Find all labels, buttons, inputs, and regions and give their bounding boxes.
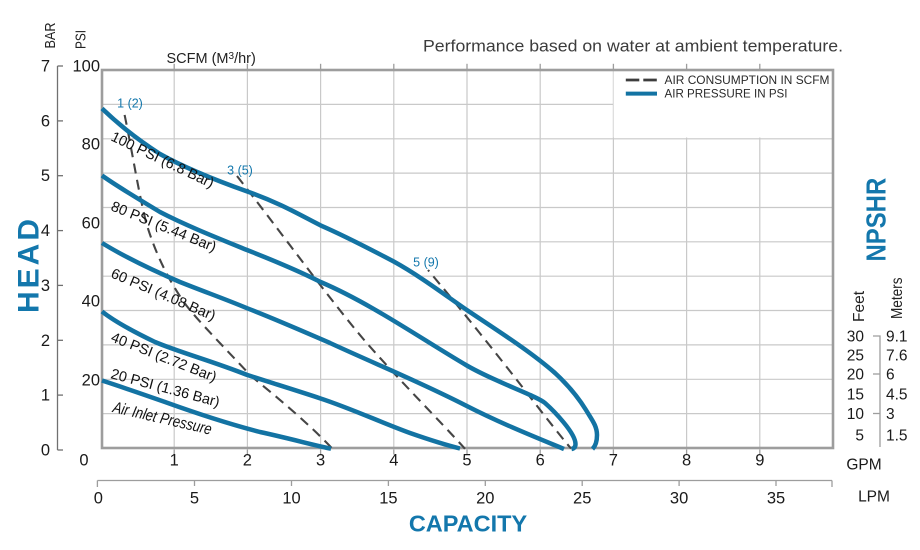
svg-text:15: 15 [847, 387, 864, 404]
svg-text:4: 4 [389, 452, 398, 470]
svg-text:30: 30 [847, 329, 865, 346]
svg-text:5: 5 [41, 167, 50, 185]
svg-text:2: 2 [243, 452, 252, 470]
svg-text:8: 8 [682, 452, 691, 470]
svg-text:AIR CONSUMPTION IN SCFM: AIR CONSUMPTION IN SCFM [665, 75, 830, 87]
svg-text:0: 0 [94, 490, 103, 508]
svg-text:9.1: 9.1 [886, 329, 908, 346]
svg-text:1: 1 [41, 387, 50, 405]
svg-text:7.6: 7.6 [886, 348, 908, 365]
svg-text:100: 100 [72, 58, 100, 76]
svg-text:BAR: BAR [42, 22, 59, 48]
svg-text:PSI: PSI [73, 30, 90, 49]
svg-text:NPSHR: NPSHR [862, 177, 892, 261]
svg-text:3: 3 [316, 452, 325, 470]
svg-text:GPM: GPM [846, 457, 881, 474]
svg-text:2: 2 [41, 332, 50, 350]
svg-text:4: 4 [41, 222, 50, 240]
svg-text:SCFM (M3/hr): SCFM (M3/hr) [167, 51, 256, 67]
svg-text:35: 35 [767, 490, 785, 508]
svg-text:5 (9): 5 (9) [413, 256, 439, 270]
svg-text:6: 6 [886, 367, 895, 384]
svg-text:LPM: LPM [858, 489, 890, 506]
svg-text:20: 20 [847, 367, 865, 384]
svg-text:80: 80 [82, 136, 100, 154]
svg-text:20: 20 [82, 372, 100, 390]
svg-text:7: 7 [609, 452, 618, 470]
svg-text:10: 10 [282, 490, 300, 508]
svg-text:1 (2): 1 (2) [117, 97, 143, 111]
svg-text:25: 25 [573, 490, 591, 508]
svg-text:5: 5 [190, 490, 199, 508]
svg-text:15: 15 [379, 490, 397, 508]
svg-text:Meters: Meters [889, 277, 906, 319]
svg-text:40: 40 [82, 293, 100, 311]
svg-text:AIR PRESSURE IN PSI: AIR PRESSURE IN PSI [665, 89, 788, 101]
svg-text:1: 1 [170, 452, 179, 470]
svg-text:Feet: Feet [851, 290, 868, 322]
svg-text:5: 5 [462, 452, 471, 470]
svg-text:30: 30 [670, 490, 688, 508]
svg-text:5: 5 [855, 428, 864, 445]
svg-text:60: 60 [82, 215, 100, 233]
svg-text:6: 6 [41, 112, 50, 130]
svg-text:3 (5): 3 (5) [227, 164, 253, 178]
svg-text:CAPACITY: CAPACITY [409, 511, 528, 537]
svg-text:20: 20 [476, 490, 494, 508]
svg-text:25: 25 [847, 348, 864, 365]
svg-text:1.5: 1.5 [886, 428, 908, 445]
svg-text:3: 3 [41, 277, 50, 295]
svg-text:HEAD: HEAD [13, 216, 46, 313]
svg-text:Performance based on water at: Performance based on water at ambient te… [423, 37, 843, 56]
svg-text:0: 0 [79, 452, 88, 470]
svg-text:10: 10 [847, 406, 865, 423]
svg-text:9: 9 [755, 452, 764, 470]
svg-text:6: 6 [536, 452, 545, 470]
svg-text:4.5: 4.5 [886, 387, 908, 404]
svg-text:3: 3 [886, 406, 895, 423]
svg-text:0: 0 [41, 442, 50, 460]
svg-text:7: 7 [41, 58, 50, 76]
